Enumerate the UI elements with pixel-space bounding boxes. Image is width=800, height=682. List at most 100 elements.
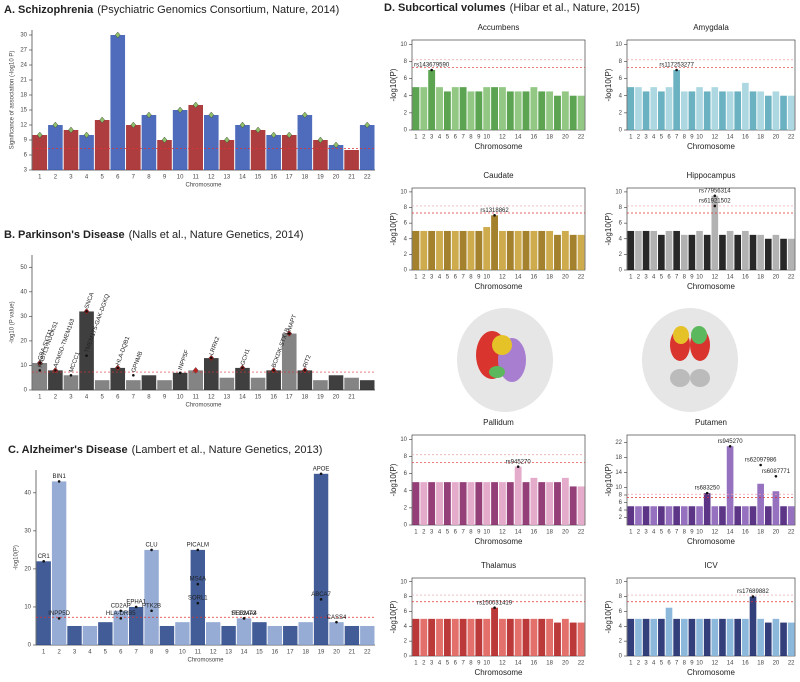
x-tick-label: 8 bbox=[683, 661, 687, 667]
peak-marker bbox=[114, 31, 121, 39]
chromosome-column bbox=[719, 506, 726, 525]
snp-label: FERMT2 bbox=[232, 611, 257, 617]
chromosome-column bbox=[742, 618, 749, 656]
chromosome-column bbox=[48, 370, 63, 390]
chromosome-column bbox=[673, 70, 680, 130]
y-tick-label: 21 bbox=[20, 78, 27, 84]
x-tick-label: 6 bbox=[119, 650, 123, 656]
x-tick-label: 12 bbox=[711, 530, 718, 536]
chromosome-column bbox=[491, 87, 498, 130]
chromosome-column bbox=[530, 618, 538, 656]
chromosome-column bbox=[36, 561, 51, 645]
snp-label: CLU bbox=[146, 542, 158, 548]
x-tick-label: 5 bbox=[660, 135, 664, 141]
subplot-title: Hippocampus bbox=[687, 171, 736, 180]
chromosome-column bbox=[98, 622, 113, 645]
annotation-point bbox=[54, 369, 57, 372]
y-tick-label: 30 bbox=[24, 528, 31, 534]
chromosome-column bbox=[499, 482, 506, 525]
chromosome-column bbox=[412, 482, 420, 525]
x-tick-label: 13 bbox=[224, 175, 231, 181]
x-tick-label: 11 bbox=[195, 650, 202, 656]
chromosome-column bbox=[650, 87, 658, 130]
chromosome-column bbox=[742, 82, 749, 130]
chromosome-column bbox=[412, 87, 420, 130]
snp-label: CASS4 bbox=[327, 615, 347, 621]
x-tick-label: 20 bbox=[562, 530, 569, 536]
y-axis-label: Significance of association (-log10 P) bbox=[10, 51, 16, 150]
chromosome-column bbox=[734, 91, 742, 130]
x-tick-label: 10 bbox=[483, 135, 490, 141]
y-tick-label: 22 bbox=[615, 440, 622, 446]
x-tick-label: 7 bbox=[675, 275, 679, 281]
peak-marker bbox=[192, 367, 199, 374]
chromosome-column bbox=[772, 618, 780, 656]
snp-label: MS4A bbox=[190, 577, 206, 583]
x-tick-label: 3 bbox=[430, 661, 434, 667]
chromosome-column bbox=[206, 622, 221, 645]
x-tick-label: 19 bbox=[318, 650, 325, 656]
chromosome-column bbox=[680, 91, 688, 130]
annotation-point bbox=[150, 609, 153, 613]
x-tick-label: 8 bbox=[150, 650, 154, 656]
x-tick-label: 18 bbox=[301, 175, 308, 181]
chromosome-column bbox=[665, 506, 673, 525]
annotation-point bbox=[42, 560, 46, 563]
chromosome-column bbox=[451, 618, 459, 656]
snp-label: rs945270 bbox=[506, 459, 532, 465]
peak-marker bbox=[130, 121, 137, 129]
chromosome-column bbox=[719, 91, 726, 130]
y-tick-label: 4 bbox=[619, 236, 623, 242]
plot-frame bbox=[626, 187, 796, 271]
x-tick-label: 22 bbox=[788, 530, 795, 536]
chromosome-column bbox=[561, 618, 569, 656]
snp-label: rs6087771 bbox=[762, 469, 791, 475]
chromosome-column bbox=[283, 625, 298, 645]
x-tick-label: 10 bbox=[696, 530, 703, 536]
chromosome-column bbox=[711, 618, 719, 656]
panel-title: D. Subcortical volumes (Hibar et al., Nat… bbox=[384, 2, 640, 14]
chromosome-column bbox=[126, 125, 141, 170]
x-tick-label: 12 bbox=[711, 135, 718, 141]
snp-label: SLC24A4 bbox=[231, 611, 257, 617]
x-tick-label: 22 bbox=[578, 275, 585, 281]
chromosome-column bbox=[412, 230, 420, 270]
x-tick-label: 8 bbox=[469, 661, 473, 667]
y-tick-label: 4 bbox=[404, 236, 408, 242]
x-tick-label: 18 bbox=[301, 395, 308, 401]
x-tick-label: 14 bbox=[515, 135, 522, 141]
chromosome-column bbox=[63, 130, 79, 170]
snp-label: INPP5D bbox=[48, 611, 70, 617]
x-tick-label: 8 bbox=[147, 395, 151, 401]
plot-frame bbox=[626, 39, 796, 131]
manhattan-plot: A. Schizophrenia (Psychiatric Genomics Co… bbox=[4, 4, 375, 189]
peak-marker bbox=[224, 136, 230, 144]
y-tick-label: 0 bbox=[404, 654, 408, 660]
x-tick-label: 8 bbox=[147, 175, 151, 181]
x-tick-label: 4 bbox=[438, 135, 442, 141]
y-tick-label: 12 bbox=[20, 123, 27, 129]
x-tick-label: 22 bbox=[364, 175, 371, 181]
peak-marker bbox=[99, 116, 105, 124]
chromosome-column bbox=[436, 482, 443, 525]
subplot-title: Caudate bbox=[483, 171, 514, 180]
chromosome-column bbox=[635, 230, 642, 270]
chromosome-column bbox=[467, 91, 475, 130]
x-tick-label: 1 bbox=[414, 530, 418, 536]
chromosome-column bbox=[190, 549, 205, 645]
subplot-title: Amygdala bbox=[693, 23, 729, 32]
chromosome-column bbox=[250, 130, 266, 170]
chromosome-column bbox=[475, 618, 483, 656]
chromosome-column bbox=[252, 622, 267, 645]
x-axis-label: Chromosome bbox=[474, 282, 523, 291]
chromosome-column bbox=[491, 482, 498, 525]
chromosome-column bbox=[703, 618, 711, 656]
x-tick-label: 8 bbox=[683, 530, 687, 536]
x-tick-label: 12 bbox=[711, 661, 718, 667]
peak-marker bbox=[208, 111, 215, 119]
chromosome-column bbox=[627, 230, 635, 270]
annotation-point bbox=[713, 204, 717, 208]
chromosome-column bbox=[204, 358, 219, 390]
